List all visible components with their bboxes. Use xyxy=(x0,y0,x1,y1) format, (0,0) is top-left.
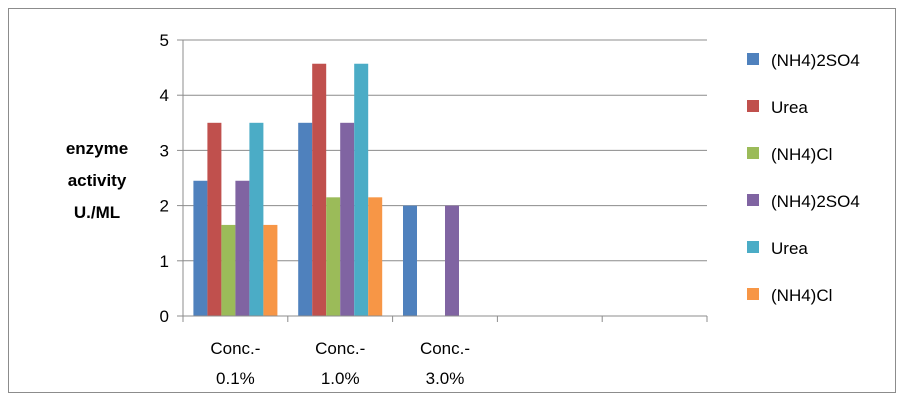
chart-frame: 0 1 2 3 4 5 Conc.- 0.1% Conc.- 1.0% Conc.- 3.0% enz… xyxy=(8,8,896,393)
y-tick-label: 3 xyxy=(160,141,169,160)
legend-label: (NH4)2SO4 xyxy=(771,51,860,70)
y-tick-label: 1 xyxy=(160,252,169,271)
x-tick-label: 0.1% xyxy=(216,369,255,388)
legend-swatch xyxy=(747,288,759,300)
bar xyxy=(354,63,369,317)
legend-label: (NH4)Cl xyxy=(771,145,832,164)
legend-swatch xyxy=(747,241,759,253)
bar xyxy=(445,205,459,316)
legend-label: (NH4)2SO4 xyxy=(771,192,860,211)
bar xyxy=(221,224,236,316)
bar xyxy=(235,180,250,316)
bar xyxy=(298,122,313,316)
bar xyxy=(326,197,341,316)
y-axis-label: enzyme activity U./ML xyxy=(66,139,128,222)
y-axis-label-line-2: activity xyxy=(68,171,127,190)
axes: 0 1 2 3 4 5 Conc.- 0.1% Conc.- 1.0% Conc.- 3.0% xyxy=(160,31,708,388)
bar xyxy=(340,122,355,316)
x-tick-label: 1.0% xyxy=(321,369,360,388)
bar xyxy=(312,63,327,317)
x-tick-label: Conc.- xyxy=(420,339,470,358)
legend-label: Urea xyxy=(771,98,808,117)
x-tick-label: Conc.- xyxy=(210,339,260,358)
bar xyxy=(207,122,222,316)
y-axis-label-line-3: U./ML xyxy=(74,203,120,222)
x-tick-label: Conc.- xyxy=(315,339,365,358)
enzyme-activity-bar-chart: 0 1 2 3 4 5 Conc.- 0.1% Conc.- 1.0% Conc.- 3.0% enz… xyxy=(66,31,860,388)
y-tick-label: 5 xyxy=(160,31,169,50)
legend-swatch xyxy=(747,53,759,65)
legend-label: (NH4)Cl xyxy=(771,286,832,305)
y-tick-label: 0 xyxy=(160,307,169,326)
legend-swatch xyxy=(747,100,759,112)
y-tick-label: 2 xyxy=(160,197,169,216)
legend-label: Urea xyxy=(771,239,808,258)
bar xyxy=(368,197,383,316)
bars xyxy=(193,63,459,317)
y-tick-label: 4 xyxy=(160,86,169,105)
bar xyxy=(249,122,264,316)
legend-swatch xyxy=(747,147,759,159)
bar xyxy=(403,205,417,316)
legend: (NH4)2SO4 Urea (NH4)Cl (NH4)2SO4 Urea (NH4)Cl xyxy=(747,51,860,305)
bar xyxy=(193,180,208,316)
x-tick-label: 3.0% xyxy=(426,369,465,388)
y-axis-label-line-1: enzyme xyxy=(66,139,128,158)
legend-swatch xyxy=(747,194,759,206)
gridlines xyxy=(183,39,707,262)
bar xyxy=(263,224,278,316)
